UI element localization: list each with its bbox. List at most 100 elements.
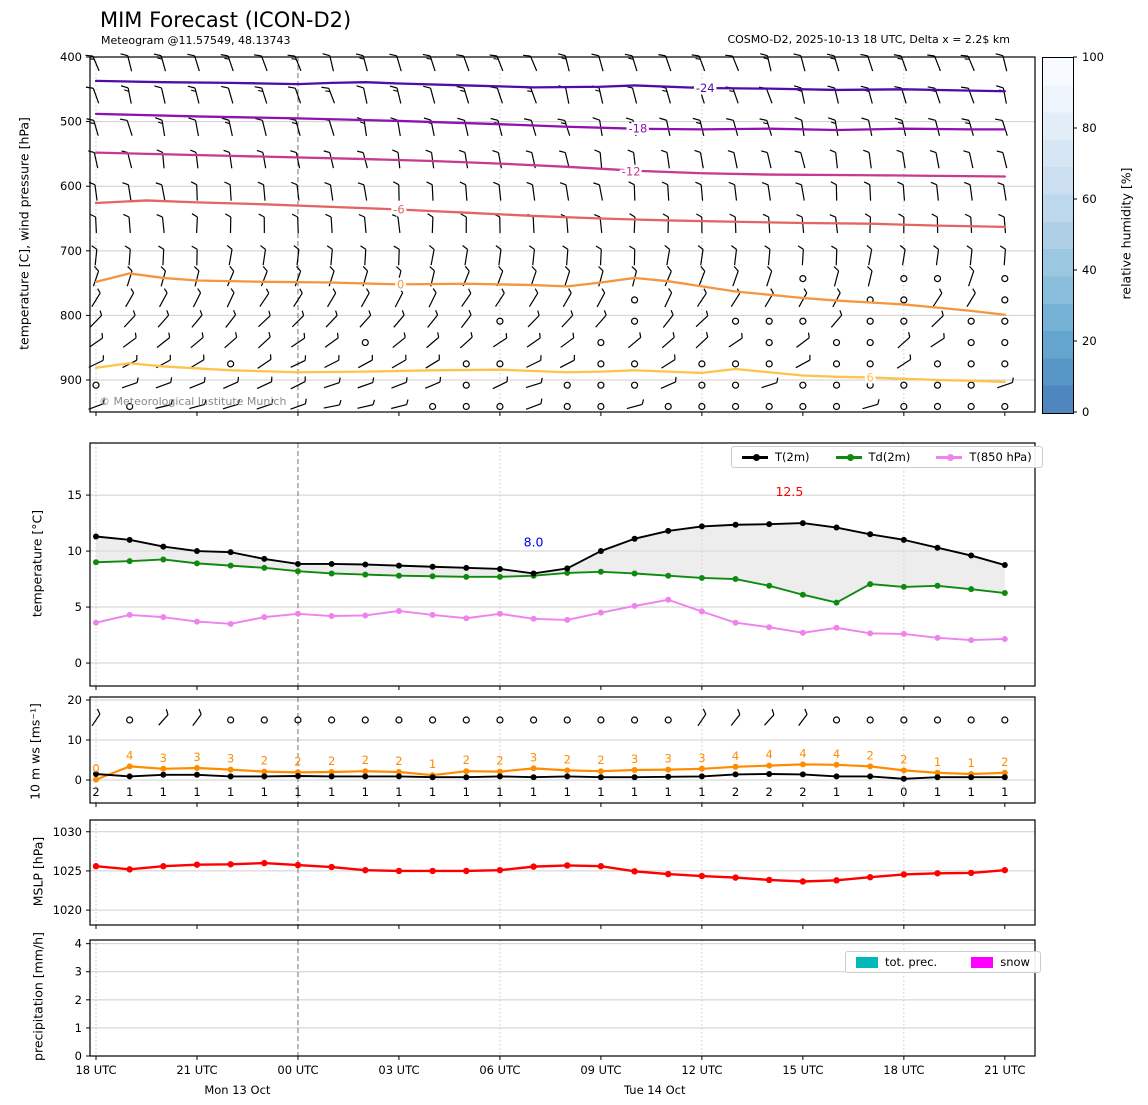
svg-text:3: 3	[75, 965, 82, 979]
svg-text:2: 2	[1001, 755, 1008, 769]
svg-text:1: 1	[967, 785, 974, 799]
svg-text:0: 0	[397, 277, 404, 291]
svg-text:-12: -12	[622, 164, 641, 178]
svg-text:1: 1	[429, 785, 436, 799]
svg-text:100: 100	[1082, 50, 1104, 64]
legend-label-td2m: Td(2m)	[868, 450, 911, 464]
svg-text:1030: 1030	[53, 825, 82, 839]
svg-text:1: 1	[564, 785, 571, 799]
svg-text:1: 1	[1001, 785, 1008, 799]
svg-text:2: 2	[496, 754, 503, 768]
svg-text:1020: 1020	[53, 903, 82, 917]
svg-text:1: 1	[362, 785, 369, 799]
axes-ticks-labels: 4005006007008009000204060801000510150102…	[53, 50, 1104, 1097]
svg-text:00 UTC: 00 UTC	[277, 1063, 318, 1077]
svg-text:3: 3	[160, 751, 167, 765]
svg-text:2: 2	[294, 754, 301, 768]
svg-text:0: 0	[900, 785, 907, 799]
svg-text:2: 2	[900, 752, 907, 766]
svg-text:2: 2	[867, 748, 874, 762]
svg-text:400: 400	[60, 50, 82, 64]
temperature-legend: T(2m) Td(2m) T(850 hPa)	[731, 446, 1043, 468]
svg-text:2: 2	[261, 754, 268, 768]
svg-text:4: 4	[833, 747, 840, 761]
relative-humidity-colorbar	[1042, 57, 1074, 414]
svg-text:3: 3	[665, 752, 672, 766]
svg-text:1: 1	[328, 785, 335, 799]
svg-text:15 UTC: 15 UTC	[782, 1063, 823, 1077]
svg-text:3: 3	[193, 750, 200, 764]
svg-text:60: 60	[1082, 192, 1097, 206]
svg-text:09 UTC: 09 UTC	[580, 1063, 621, 1077]
svg-text:2: 2	[564, 752, 571, 766]
legend-item-td2m: Td(2m)	[835, 450, 911, 464]
svg-text:1025: 1025	[53, 864, 82, 878]
svg-text:1: 1	[429, 757, 436, 771]
svg-text:40: 40	[1082, 263, 1097, 277]
legend-item-totprec: tot. prec.	[856, 955, 937, 969]
svg-text:1: 1	[934, 755, 941, 769]
svg-text:1: 1	[597, 785, 604, 799]
panel-wind: 0 4 3 3 3 2 2 2 2 2 1 2 2 3 2 2 3 3 3 4 4 4 4 2 2 1 1 2 2 1 1 1 1 1 1 1 1 1 1 1…	[89, 696, 1036, 807]
legend-item-snow: snow	[971, 955, 1030, 969]
svg-text:12.5: 12.5	[775, 484, 803, 499]
svg-text:06 UTC: 06 UTC	[479, 1063, 520, 1077]
svg-text:3: 3	[631, 752, 638, 766]
svg-text:1: 1	[395, 785, 402, 799]
svg-text:1: 1	[665, 785, 672, 799]
t2m-line-swatch	[742, 453, 768, 461]
svg-text:-18: -18	[629, 122, 648, 136]
svg-text:3: 3	[530, 750, 537, 764]
svg-text:6: 6	[867, 370, 874, 384]
svg-text:4: 4	[126, 748, 133, 762]
svg-text:700: 700	[60, 244, 82, 258]
svg-text:1: 1	[833, 785, 840, 799]
model-run-info: COSMO-D2, 2025-10-13 18 UTC, Delta x = 2…	[727, 33, 1010, 46]
legend-item-t2m: T(2m)	[742, 450, 810, 464]
precipitation-legend: tot. prec. snow	[845, 951, 1041, 973]
svg-text:21 UTC: 21 UTC	[984, 1063, 1025, 1077]
svg-text:1: 1	[530, 785, 537, 799]
svg-text:5: 5	[75, 600, 82, 614]
panel-mslp	[89, 819, 1036, 929]
svg-text:600: 600	[60, 179, 82, 193]
copyright-note: © Meteorological Institute Munich	[99, 395, 287, 408]
svg-text:4: 4	[766, 748, 773, 762]
svg-text:2: 2	[328, 754, 335, 768]
svg-text:4: 4	[799, 746, 806, 760]
svg-text:1: 1	[160, 785, 167, 799]
svg-text:18 UTC: 18 UTC	[883, 1063, 924, 1077]
snow-swatch	[971, 956, 994, 968]
legend-label-totprec: tot. prec.	[885, 955, 938, 969]
svg-text:1: 1	[631, 785, 638, 799]
svg-text:18 UTC: 18 UTC	[75, 1063, 116, 1077]
svg-text:1: 1	[463, 785, 470, 799]
svg-text:3: 3	[698, 751, 705, 765]
svg-text:0: 0	[75, 656, 82, 670]
svg-text:0: 0	[75, 1049, 82, 1063]
svg-text:1: 1	[261, 785, 268, 799]
svg-text:0: 0	[75, 773, 82, 787]
panel-cross-section: -24 -18 -12 -6 0 6	[85, 53, 1036, 416]
page-title: MIM Forecast (ICON-D2)	[100, 8, 352, 32]
svg-text:03 UTC: 03 UTC	[378, 1063, 419, 1077]
svg-text:500: 500	[60, 115, 82, 129]
svg-text:10: 10	[67, 544, 82, 558]
legend-label-t2m: T(2m)	[775, 450, 810, 464]
svg-text:2: 2	[395, 754, 402, 768]
svg-text:12 UTC: 12 UTC	[681, 1063, 722, 1077]
svg-text:10: 10	[67, 733, 82, 747]
svg-text:-6: -6	[393, 202, 404, 216]
svg-text:1: 1	[227, 785, 234, 799]
svg-text:1: 1	[126, 785, 133, 799]
svg-text:2: 2	[75, 993, 82, 1007]
svg-text:0: 0	[1082, 405, 1089, 419]
panel-temperature: 8.0 12.5	[89, 442, 1036, 690]
svg-text:Tue 14 Oct: Tue 14 Oct	[623, 1083, 686, 1097]
svg-text:800: 800	[60, 308, 82, 322]
svg-text:1: 1	[294, 785, 301, 799]
svg-text:2: 2	[799, 785, 806, 799]
panel-precipitation	[89, 939, 1036, 1060]
